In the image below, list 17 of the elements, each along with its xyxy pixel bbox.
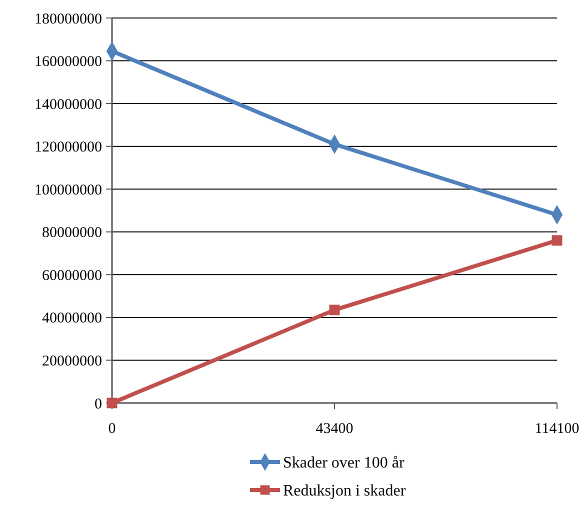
y-tick-label: 80000000 (42, 225, 102, 242)
point (329, 304, 340, 316)
y-tick-label: 40000000 (42, 310, 102, 327)
y-tick-label: 20000000 (42, 353, 102, 370)
y-tick-label: 100000000 (34, 182, 102, 198)
x-tick-label: 0 (108, 421, 116, 437)
x-tick-label: 43400 (316, 421, 354, 437)
x-tick-label: 114100 (534, 421, 580, 437)
y-tick-label: 160000000 (34, 54, 102, 70)
y-tick-label: 180000000 (34, 11, 102, 28)
point (552, 235, 562, 246)
y-tick-label: 0 (94, 396, 102, 412)
y-tick-label: 140000000 (34, 96, 102, 113)
legend-label: Skader over 100 år (283, 454, 405, 472)
y-tick-label: 120000000 (34, 140, 102, 156)
legend-label: Reduksjon i skader (283, 482, 406, 500)
y-tick-label: 60000000 (42, 268, 102, 284)
